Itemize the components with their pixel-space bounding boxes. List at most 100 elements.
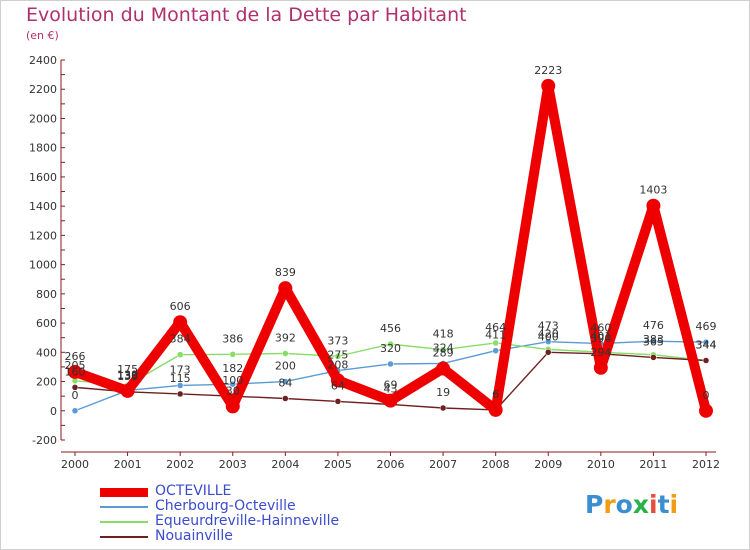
logo-letter: t: [657, 490, 670, 519]
data-label: 324: [433, 341, 454, 354]
y-tick-label: 800: [36, 288, 57, 301]
data-point: [492, 347, 499, 354]
data-label: 383: [643, 333, 664, 346]
data-label: 400: [538, 330, 559, 343]
data-label: 275: [327, 349, 348, 362]
x-tick-label: 2008: [482, 458, 510, 471]
data-point: [225, 399, 240, 414]
data-label: 130: [117, 370, 138, 383]
data-label: 173: [170, 363, 191, 376]
data-point: [387, 340, 394, 348]
data-point: [282, 350, 289, 357]
data-label: 476: [643, 319, 664, 332]
data-point: [334, 353, 342, 360]
legend-label: Equeurdreville-Hainneville: [155, 513, 340, 529]
data-label: 64: [331, 379, 345, 392]
data-label: 464: [485, 321, 506, 334]
data-point: [702, 338, 710, 346]
data-point: [545, 349, 552, 356]
legend-swatch: [100, 506, 148, 508]
data-point: [68, 364, 82, 379]
data-label: 84: [278, 376, 292, 389]
data-point: [545, 338, 552, 345]
data-point: [176, 390, 184, 398]
legend-swatch: [100, 487, 148, 497]
data-point: [646, 198, 661, 213]
data-label: 6: [492, 388, 499, 401]
data-label: 344: [696, 338, 717, 351]
data-label: 200: [275, 360, 296, 373]
x-tick-label: 2007: [429, 458, 457, 471]
data-label: 139: [117, 368, 138, 381]
y-tick-label: 200: [36, 376, 57, 389]
data-point: [173, 315, 188, 330]
data-point: [229, 351, 236, 358]
data-point: [387, 360, 394, 368]
data-label: 208: [327, 358, 348, 371]
data-point: [176, 382, 184, 389]
data-point: [488, 402, 503, 417]
data-label: 456: [380, 322, 401, 335]
legend-swatch: [100, 521, 148, 523]
chart-title: Evolution du Montant de la Dette par Hab…: [26, 4, 467, 26]
data-point: [436, 361, 451, 376]
x-tick-label: 2009: [534, 458, 562, 471]
logo-letter: i: [649, 490, 658, 519]
data-point: [176, 351, 184, 358]
data-label: 411: [485, 329, 506, 342]
data-point: [593, 360, 608, 375]
data-label: 373: [327, 334, 348, 347]
data-point: [282, 395, 289, 402]
data-label: 365: [643, 335, 664, 348]
data-label: 175: [117, 363, 138, 376]
x-tick-label: 2001: [114, 458, 142, 471]
data-label: 294: [590, 346, 611, 359]
data-label: 69: [384, 379, 398, 392]
data-point: [278, 281, 293, 296]
y-tick-label: 1200: [29, 229, 57, 242]
data-label: 320: [380, 342, 401, 355]
y-tick-label: 600: [36, 317, 57, 330]
y-tick-label: 1800: [29, 142, 57, 155]
data-point: [282, 378, 289, 385]
data-label: 30: [226, 384, 240, 397]
data-label: 115: [170, 372, 191, 385]
y-tick-label: 2000: [29, 112, 57, 125]
data-point: [492, 339, 499, 347]
data-point: [120, 383, 135, 398]
data-label: 19: [436, 386, 450, 399]
data-label: 386: [222, 332, 243, 345]
data-point: [71, 384, 79, 391]
data-point: [650, 354, 657, 361]
legend-label: OCTEVILLE: [155, 483, 232, 499]
legend-label: Nouainville: [155, 528, 233, 544]
data-label: 1403: [639, 184, 667, 197]
data-label: 606: [170, 300, 191, 313]
y-tick-label: 1600: [29, 171, 57, 184]
data-point: [330, 373, 345, 388]
data-label: 384: [170, 333, 191, 346]
y-tick-label: -200: [32, 434, 57, 447]
data-label: 205: [65, 359, 86, 372]
proxiti-logo: Proxiti: [585, 490, 678, 519]
data-label: 473: [538, 320, 559, 333]
data-label: 289: [433, 347, 454, 360]
x-tick-label: 2012: [692, 458, 720, 471]
data-label: 182: [222, 362, 243, 375]
data-label: 418: [433, 328, 454, 341]
chart-subtitle: (en €): [26, 29, 59, 42]
x-tick-label: 2006: [377, 458, 405, 471]
data-label: 460: [590, 322, 611, 335]
data-point: [439, 404, 447, 412]
x-tick-label: 2011: [639, 458, 667, 471]
x-tick-label: 2000: [61, 458, 89, 471]
data-point: [439, 346, 447, 353]
legend-label: Cherbourg-Octeville: [155, 498, 296, 514]
data-label: 160: [65, 365, 86, 378]
data-label: 266: [65, 350, 86, 363]
data-label: 401: [590, 330, 611, 343]
x-tick-label: 2004: [271, 458, 299, 471]
data-label: 420: [538, 327, 559, 340]
